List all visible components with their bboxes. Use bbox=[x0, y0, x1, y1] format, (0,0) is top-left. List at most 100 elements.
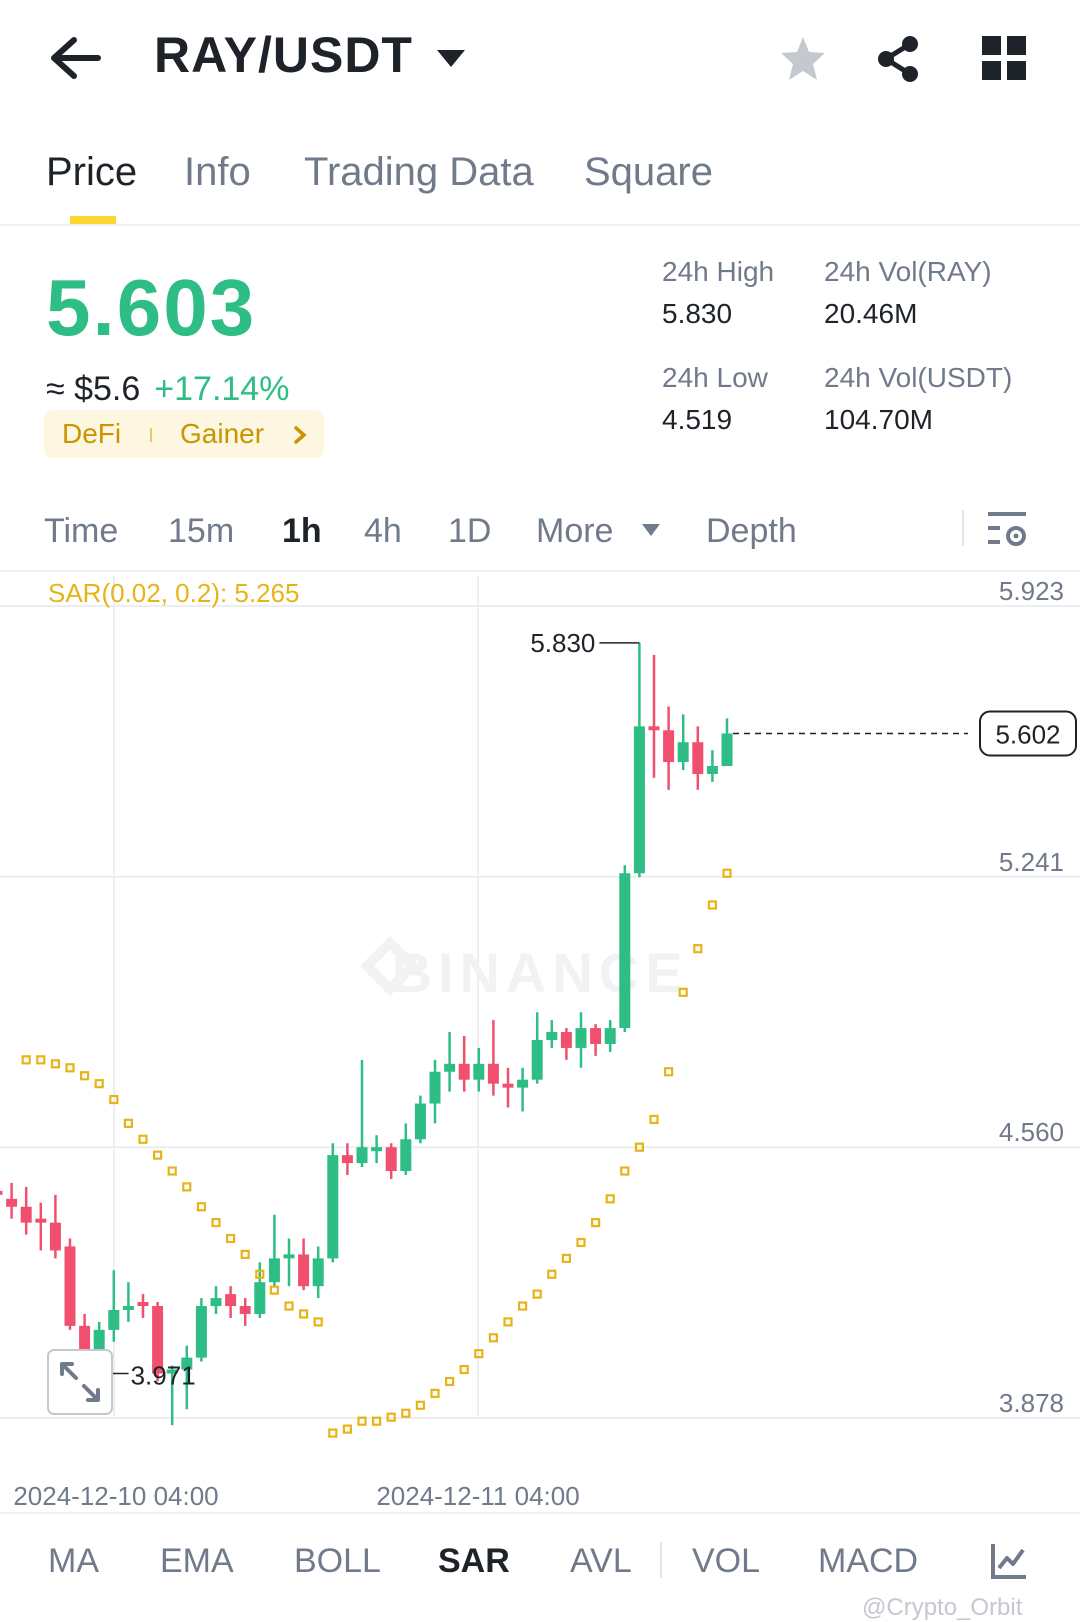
sar-dot bbox=[386, 1412, 396, 1422]
sar-dot bbox=[561, 1253, 572, 1263]
sar-dot bbox=[459, 1364, 469, 1375]
tags-chip[interactable]: DeFi Gainer bbox=[44, 410, 324, 458]
tab-trading-data[interactable]: Trading Data bbox=[304, 150, 534, 194]
sar-dot bbox=[430, 1388, 440, 1398]
candle-up bbox=[604, 1028, 616, 1044]
expand-icon bbox=[60, 1362, 100, 1402]
sar-dot bbox=[269, 1285, 279, 1295]
tab-square[interactable]: Square bbox=[584, 150, 713, 194]
candle-down bbox=[487, 1063, 499, 1084]
share-icon[interactable] bbox=[874, 34, 922, 84]
usd-row: ≈ $5.6 +17.14% bbox=[46, 370, 289, 409]
sar-dot bbox=[678, 987, 688, 997]
indicator-ma[interactable]: MA bbox=[48, 1542, 99, 1580]
grid-icon[interactable] bbox=[982, 36, 1026, 80]
indicator-sar[interactable]: SAR bbox=[438, 1542, 510, 1580]
candle-up bbox=[371, 1147, 383, 1152]
candlestick-chart[interactable]: BINANCE 5.923 5.241 4.560 3.878 2024-12-10 0… bbox=[0, 576, 1080, 1510]
expand-button[interactable] bbox=[47, 1349, 113, 1415]
chevron-right-icon[interactable] bbox=[292, 424, 308, 446]
sar-dot bbox=[503, 1317, 513, 1327]
sar-dot bbox=[123, 1118, 134, 1128]
sar-dot bbox=[65, 1063, 75, 1073]
tag-gainer[interactable]: Gainer bbox=[180, 418, 265, 449]
sar-dot bbox=[50, 1059, 61, 1069]
caret-down-icon[interactable] bbox=[434, 46, 468, 70]
candle-up bbox=[575, 1028, 587, 1048]
divider bbox=[962, 510, 964, 546]
sar-dot bbox=[649, 1114, 659, 1125]
sar-dot bbox=[226, 1233, 236, 1244]
candle-up bbox=[283, 1254, 295, 1259]
sar-dot bbox=[401, 1408, 411, 1418]
header: RAY/USDT bbox=[0, 0, 1080, 120]
sar-dot bbox=[313, 1317, 323, 1327]
interval-1h[interactable]: 1h bbox=[282, 512, 322, 550]
indicator-macd[interactable]: MACD bbox=[818, 1542, 919, 1580]
candle-down bbox=[341, 1155, 353, 1164]
candle-up bbox=[414, 1103, 426, 1140]
sar-dot bbox=[36, 1055, 46, 1065]
last-price: 5.603 bbox=[46, 263, 257, 352]
star-icon[interactable] bbox=[778, 34, 828, 84]
chart-grid bbox=[0, 576, 1080, 1419]
candle-up bbox=[327, 1155, 339, 1259]
interval-time[interactable]: Time bbox=[44, 512, 119, 550]
candle-up bbox=[633, 726, 645, 874]
high-marker-label: 5.830 bbox=[530, 628, 595, 658]
sar-dot bbox=[328, 1428, 338, 1438]
sar-dot bbox=[547, 1269, 557, 1279]
sar-dot bbox=[722, 868, 732, 878]
active-tab-indicator bbox=[70, 216, 116, 224]
binance-logo-icon bbox=[360, 936, 420, 996]
candle-down bbox=[239, 1306, 251, 1314]
interval-15m[interactable]: 15m bbox=[168, 512, 235, 550]
sar-dot bbox=[415, 1400, 425, 1410]
pair-title[interactable]: RAY/USDT bbox=[154, 27, 413, 83]
candle-up bbox=[356, 1147, 368, 1164]
indicator-chart-icon[interactable] bbox=[990, 1542, 1028, 1580]
candle-down bbox=[560, 1032, 572, 1048]
sar-dot bbox=[474, 1349, 484, 1359]
axis-labels: 5.923 5.241 4.560 3.878 2024-12-10 04:00 2024… bbox=[13, 576, 1077, 1510]
indicator-boll[interactable]: BOLL bbox=[294, 1542, 381, 1580]
indicator-avl[interactable]: AVL bbox=[570, 1542, 632, 1580]
candle-up bbox=[546, 1032, 558, 1040]
back-arrow-icon[interactable] bbox=[48, 34, 104, 82]
sar-dot bbox=[532, 1289, 542, 1299]
sar-dot bbox=[182, 1182, 192, 1192]
sar-legend: SAR(0.02, 0.2): 5.265 bbox=[48, 578, 300, 608]
candle-up bbox=[108, 1309, 120, 1330]
sar-dot bbox=[21, 1055, 31, 1065]
sar-dot bbox=[255, 1269, 265, 1279]
caret-down-icon[interactable] bbox=[640, 522, 662, 538]
interval-4h[interactable]: 4h bbox=[364, 512, 402, 550]
sar-dot bbox=[620, 1166, 630, 1176]
tag-defi[interactable]: DeFi bbox=[62, 418, 122, 449]
sar-dots bbox=[21, 868, 732, 1438]
sar-dot bbox=[488, 1333, 498, 1343]
interval-more[interactable]: More bbox=[536, 512, 614, 550]
sar-dot bbox=[167, 1166, 177, 1176]
vol-quote-label: 24h Vol(USDT) bbox=[824, 362, 1013, 393]
sar-dot bbox=[240, 1249, 250, 1260]
sar-dot bbox=[138, 1134, 148, 1144]
indicator-ema[interactable]: EMA bbox=[160, 1542, 234, 1580]
chart-settings-icon[interactable] bbox=[986, 508, 1030, 552]
x-axis-tick: 2024-12-11 04:00 bbox=[376, 1481, 579, 1510]
interval-1d[interactable]: 1D bbox=[448, 512, 492, 550]
candle-down bbox=[298, 1254, 310, 1287]
tab-info[interactable]: Info bbox=[184, 150, 251, 194]
sar-dot bbox=[517, 1301, 528, 1311]
indicator-vol[interactable]: VOL bbox=[692, 1542, 761, 1580]
candle-down bbox=[692, 742, 704, 774]
candle-up bbox=[122, 1306, 134, 1310]
current-price-tag-box bbox=[979, 710, 1077, 757]
tab-price[interactable]: Price bbox=[46, 150, 138, 194]
sar-dot bbox=[605, 1194, 615, 1204]
candle-up bbox=[721, 733, 733, 767]
sar-dot bbox=[445, 1376, 455, 1387]
candle-down bbox=[35, 1218, 47, 1223]
sar-dot bbox=[153, 1150, 163, 1160]
depth-tab[interactable]: Depth bbox=[706, 512, 797, 550]
